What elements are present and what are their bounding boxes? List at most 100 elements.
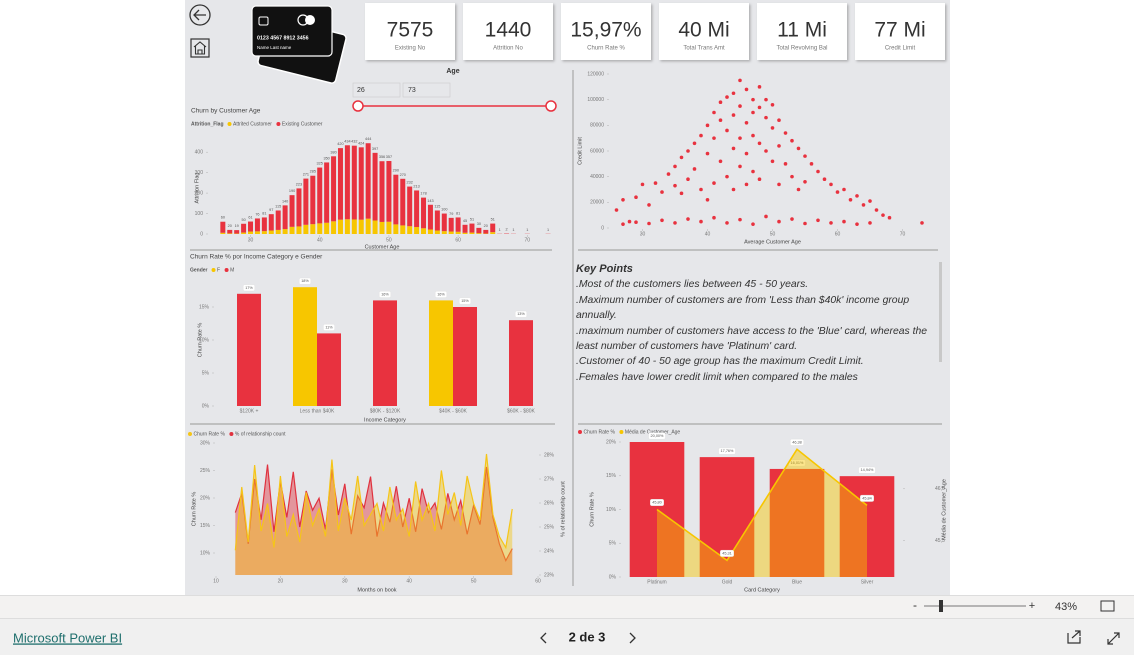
bar-segment	[296, 226, 302, 234]
line-label: 45,84	[862, 496, 872, 500]
total-label: 271	[303, 173, 309, 177]
total-label: 81	[456, 211, 460, 215]
point	[777, 182, 781, 187]
x-tick-label: 30	[640, 231, 646, 237]
total-label: 420	[337, 142, 343, 146]
point	[627, 219, 632, 224]
home-button[interactable]	[190, 38, 210, 58]
card-graphic: 0123 4567 8912 3456 Name Last name	[251, 5, 347, 84]
legend-label: Churn Rate %	[194, 431, 226, 437]
share-button[interactable]	[1067, 630, 1081, 644]
prev-page[interactable]	[540, 632, 547, 644]
point	[764, 115, 768, 120]
point	[829, 221, 833, 225]
point	[881, 213, 885, 217]
x-tick-label: Platinum	[647, 579, 666, 585]
zoom-thumb[interactable]	[939, 600, 943, 612]
point	[731, 187, 736, 192]
point	[790, 174, 794, 179]
point	[790, 138, 794, 143]
y-axis-title: Churn Rate %	[197, 323, 203, 358]
point	[738, 104, 742, 108]
y-tick-label: 15%	[606, 473, 617, 479]
point	[861, 203, 866, 207]
x-axis-title: Income Category	[364, 417, 406, 423]
area	[235, 464, 513, 575]
point	[744, 87, 749, 92]
point	[699, 219, 703, 224]
total-label: 30	[477, 222, 481, 226]
kpi-card	[365, 3, 455, 60]
total-label: 356	[379, 155, 385, 159]
x-axis-title: Months on book	[357, 587, 396, 593]
point	[764, 214, 768, 219]
bar-segment	[400, 225, 406, 234]
point	[796, 146, 801, 151]
zoom-out[interactable]: -	[913, 598, 917, 612]
point	[686, 177, 690, 182]
y-axis-title: Churn Rate %	[589, 492, 595, 527]
point	[725, 221, 729, 225]
point	[757, 105, 762, 110]
key-point: .Females have lower credit limit when co…	[576, 371, 858, 383]
scrollbar[interactable]	[939, 262, 942, 362]
bar-segment	[317, 223, 323, 234]
fit-page[interactable]	[1100, 600, 1115, 612]
total-label: 213	[413, 184, 419, 188]
x-tick-label: 70	[900, 231, 906, 237]
bar-segment	[379, 221, 385, 234]
point	[855, 194, 859, 198]
data-label-box	[242, 284, 256, 292]
point	[614, 208, 619, 212]
card-number: 0123 4567 8912 3456	[257, 35, 309, 41]
point	[718, 159, 723, 164]
y2-tick-label: 45,5	[935, 538, 945, 544]
y-tick-label: 15%	[200, 523, 211, 529]
point	[816, 218, 820, 223]
point	[868, 199, 872, 203]
y2-axis-title: % of relationship count	[560, 481, 566, 537]
brand-link[interactable]: Microsoft Power BI	[13, 630, 122, 645]
legend-swatch	[229, 432, 234, 436]
y2-tick-label: 27%	[544, 476, 555, 482]
point	[829, 182, 833, 187]
age-slicer[interactable]: Age 26 73	[352, 68, 557, 112]
data-label-box	[648, 432, 666, 440]
x-tick-label: 30	[342, 578, 348, 584]
bar-segment	[455, 217, 461, 232]
zoom-in[interactable]: +	[1029, 600, 1035, 612]
bar-segment	[372, 220, 378, 234]
kpi-card	[561, 3, 651, 60]
y2-tick-label: 26%	[544, 500, 555, 506]
kpi-card	[463, 3, 553, 60]
total-label: 20	[484, 224, 488, 228]
back-button[interactable]	[189, 4, 211, 26]
data-label: 13%	[517, 312, 525, 316]
fullscreen-button[interactable]	[1107, 632, 1120, 645]
point	[835, 190, 840, 194]
y2-tick-label: 24%	[544, 548, 555, 554]
bar-segment	[421, 197, 427, 229]
total-label: 1	[547, 228, 549, 232]
point	[764, 97, 768, 102]
bar-segment	[490, 232, 496, 234]
y2-tick-label: 25%	[544, 524, 555, 530]
data-label: 17%	[245, 286, 253, 290]
y-tick-label: 40000	[590, 174, 604, 180]
next-page[interactable]	[629, 632, 636, 644]
point	[738, 78, 742, 83]
bar-segment	[337, 148, 343, 220]
point	[738, 217, 742, 222]
page-indicator: 2 de 3	[569, 629, 606, 644]
line-label: 45,80	[652, 501, 662, 505]
bar-segment	[386, 161, 392, 222]
bar-segment	[427, 204, 433, 230]
kpi-value: 40 Mi	[678, 19, 729, 42]
bar-segment	[241, 223, 247, 233]
total-label: 2	[505, 228, 507, 232]
data-label: 14,94%	[861, 468, 875, 472]
y-tick-label: 10%	[200, 550, 211, 556]
bar-segment	[462, 224, 468, 233]
total-label: 143	[427, 199, 433, 203]
